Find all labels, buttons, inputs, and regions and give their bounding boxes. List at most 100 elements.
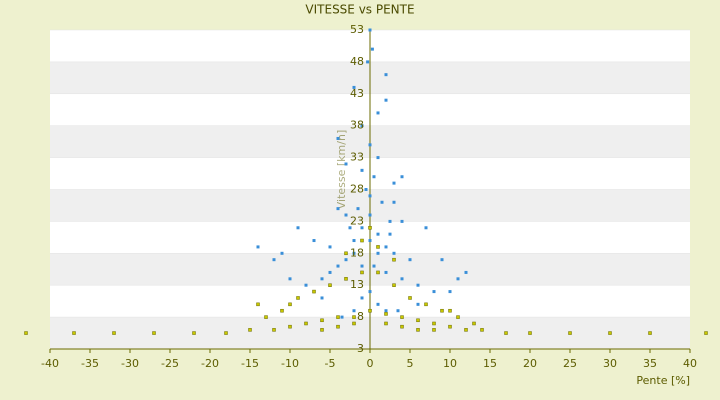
x-tick-label: -10: [281, 357, 299, 370]
scatter-point: [24, 331, 28, 335]
scatter-point: [376, 251, 380, 255]
scatter-point: [360, 226, 364, 230]
scatter-point: [396, 309, 400, 313]
scatter-point: [288, 324, 292, 329]
scatter-point: [368, 213, 372, 217]
scatter-point: [432, 328, 436, 332]
scatter-point: [400, 315, 404, 319]
scatter-point: [384, 309, 388, 313]
scatter-point: [336, 207, 340, 211]
scatter-point: [360, 296, 364, 300]
scatter-point: [344, 251, 348, 256]
y-tick-label: 8: [357, 310, 364, 323]
scatter-point: [320, 318, 324, 323]
scatter-point: [328, 283, 332, 287]
scatter-point: [320, 277, 324, 281]
scatter-point: [360, 124, 364, 128]
y-tick-label: 38: [350, 119, 364, 132]
y-tick-label: 3: [357, 342, 364, 355]
scatter-point: [400, 277, 404, 281]
scatter-point: [352, 251, 356, 255]
scatter-point: [400, 219, 404, 223]
scatter-point: [356, 207, 360, 211]
scatter-point: [608, 331, 612, 335]
scatter-point: [272, 328, 276, 332]
scatter-point: [112, 331, 116, 335]
y-tick-label: 33: [350, 151, 364, 164]
scatter-point: [296, 296, 300, 300]
x-tick-label: 0: [367, 357, 374, 370]
x-tick-label: 30: [603, 357, 617, 370]
scatter-point: [360, 168, 364, 172]
scatter-point: [384, 73, 388, 77]
scatter-point: [368, 308, 372, 313]
y-tick-label: 18: [350, 246, 364, 259]
scatter-point: [416, 302, 420, 306]
scatter-point: [376, 302, 380, 306]
scatter-point: [472, 321, 476, 326]
scatter-point: [352, 321, 356, 326]
scatter-point: [296, 226, 300, 230]
scatter-point: [568, 331, 572, 335]
scatter-point: [272, 258, 276, 262]
scatter-point: [440, 258, 444, 262]
scatter-point: [280, 251, 284, 255]
scatter-point: [352, 309, 356, 313]
scatter-point: [376, 270, 380, 275]
scatter-point: [364, 188, 368, 191]
x-tick-label: -25: [161, 357, 179, 370]
scatter-point: [648, 331, 652, 335]
scatter-point: [312, 289, 316, 294]
scatter-point: [288, 302, 292, 307]
scatter-point: [368, 239, 372, 243]
scatter-point: [368, 28, 372, 32]
scatter-point: [352, 315, 356, 319]
scatter-point: [432, 321, 436, 326]
scatter-point: [376, 111, 380, 115]
x-tick-label: -40: [41, 357, 59, 370]
x-tick-label: 15: [483, 357, 497, 370]
scatter-point: [304, 321, 308, 326]
x-tick-label: -35: [81, 357, 99, 370]
scatter-point: [224, 331, 228, 335]
scatter-point: [392, 200, 396, 204]
scatter-point: [152, 331, 156, 335]
scatter-point: [400, 324, 404, 329]
scatter-point: [368, 194, 372, 198]
scatter-point: [408, 296, 412, 300]
y-tick-label: 23: [350, 214, 364, 227]
scatter-point: [440, 308, 444, 313]
scatter-point: [456, 315, 460, 319]
x-tick-label: 25: [563, 357, 577, 370]
scatter-point: [352, 85, 356, 89]
scatter-point: [348, 226, 352, 230]
scatter-point: [372, 175, 376, 179]
scatter-point: [264, 315, 268, 319]
scatter-point: [280, 308, 284, 313]
x-tick-label: -15: [241, 357, 259, 370]
scatter-point: [528, 331, 532, 335]
scatter-point: [368, 290, 372, 294]
scatter-point: [704, 331, 708, 335]
scatter-point: [392, 257, 396, 262]
scatter-point: [480, 328, 484, 332]
scatter-point: [256, 302, 260, 307]
scatter-point: [376, 232, 380, 236]
scatter-point: [372, 264, 376, 268]
y-tick-label: 53: [350, 23, 364, 36]
scatter-point: [448, 324, 452, 329]
x-axis-label: Pente [%]: [636, 374, 690, 387]
scatter-point: [352, 239, 356, 243]
x-tick-label: -5: [325, 357, 336, 370]
scatter-point: [424, 226, 428, 230]
scatter-point: [408, 258, 412, 262]
scatter-point: [504, 331, 508, 335]
scatter-point: [464, 270, 468, 274]
scatter-point: [448, 308, 452, 313]
scatter-point: [360, 238, 364, 243]
scatter-point: [392, 283, 396, 287]
scatter-point: [336, 315, 340, 319]
y-tick-label: 48: [350, 55, 364, 68]
scatter-point: [368, 226, 372, 230]
